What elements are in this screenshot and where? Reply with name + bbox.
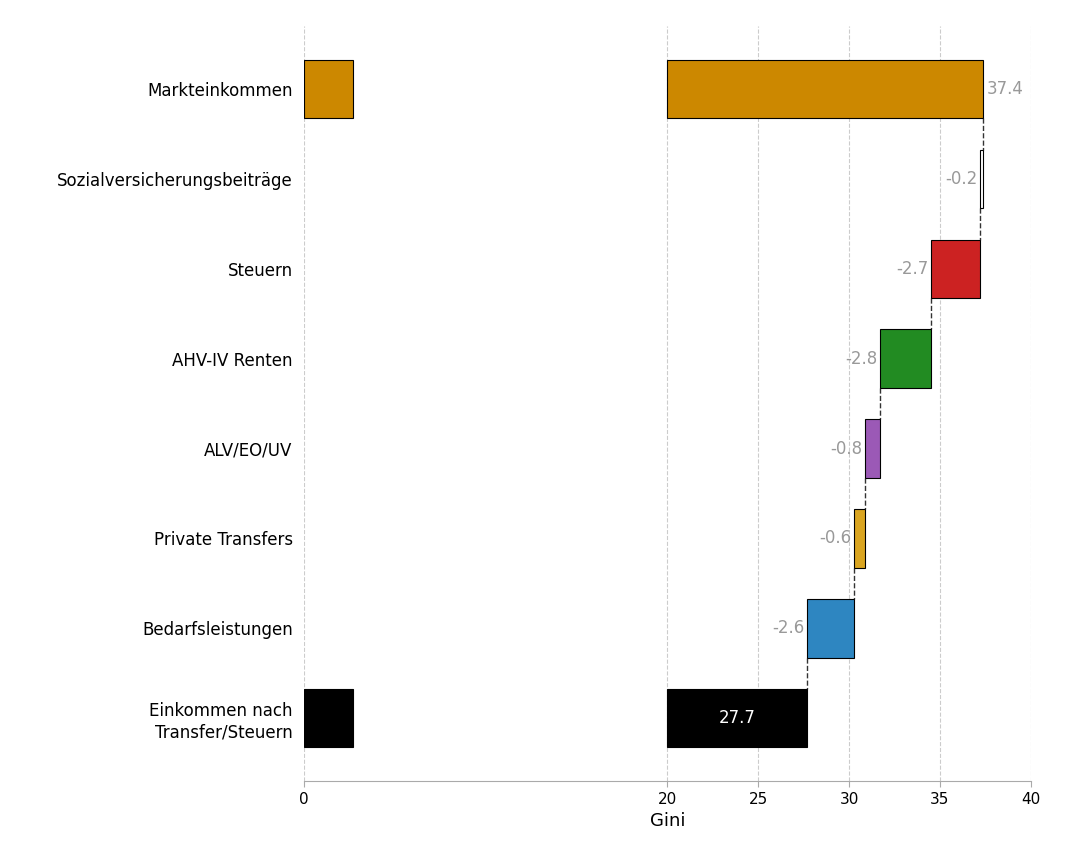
Bar [667,60,983,118]
X-axis label: Gini: Gini [650,812,685,830]
Bar [880,330,931,388]
Text: 37.4: 37.4 [986,80,1023,98]
Text: -2.7: -2.7 [896,260,928,278]
Bar [304,60,353,118]
Text: 27.7: 27.7 [718,709,755,727]
Text: -2.8: -2.8 [845,350,877,368]
Bar [807,599,855,658]
Bar [866,419,880,477]
Bar [980,149,983,208]
Text: -2.6: -2.6 [773,620,804,637]
Bar [667,689,807,747]
Bar [855,510,866,568]
Bar [931,240,980,298]
Text: -0.6: -0.6 [819,529,852,548]
Bar [304,689,353,747]
Text: -0.8: -0.8 [830,439,863,457]
Text: -0.2: -0.2 [945,170,978,187]
